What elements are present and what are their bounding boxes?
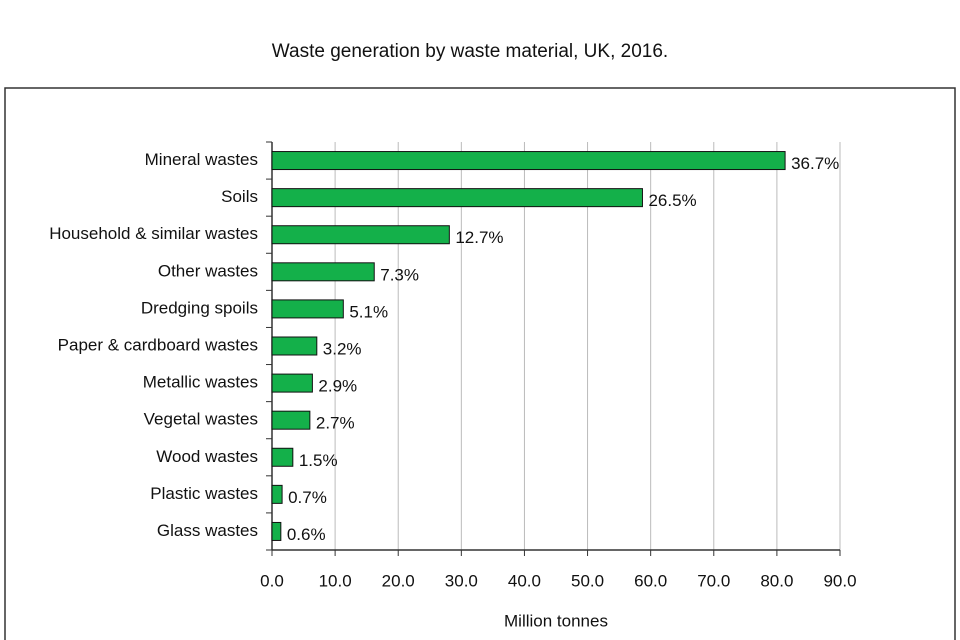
data-label: 12.7%	[455, 228, 503, 247]
bar	[271, 410, 311, 430]
y-tick-label: Metallic wastes	[143, 373, 258, 392]
y-tick-label: Dredging spoils	[141, 298, 258, 317]
x-tick-label: 80.0	[760, 571, 793, 590]
data-label: 26.5%	[648, 191, 696, 210]
chart-frame	[4, 87, 956, 640]
bar	[271, 262, 375, 282]
data-label: 0.6%	[287, 525, 326, 544]
data-label: 7.3%	[380, 265, 419, 284]
bar	[271, 299, 344, 319]
x-tick-label: 90.0	[823, 571, 856, 590]
x-tick-label: 40.0	[508, 571, 541, 590]
x-tick-label: 10.0	[319, 571, 352, 590]
data-label: 36.7%	[791, 154, 839, 173]
chart-title: Waste generation by waste material, UK, …	[272, 41, 668, 62]
bar	[271, 225, 450, 245]
data-label: 5.1%	[349, 302, 388, 321]
x-tick-label: 60.0	[634, 571, 667, 590]
bar	[271, 373, 313, 393]
x-axis-label: Million tonnes	[504, 611, 608, 630]
bar	[271, 484, 283, 504]
y-tick-label: Vegetal wastes	[144, 410, 258, 429]
bar	[271, 447, 294, 467]
y-tick-label: Glass wastes	[157, 521, 258, 540]
y-tick-label: Plastic wastes	[150, 484, 258, 503]
y-tick-label: Wood wastes	[156, 447, 258, 466]
bar	[271, 521, 282, 541]
x-tick-label: 30.0	[445, 571, 478, 590]
bar	[271, 336, 318, 356]
data-label: 0.7%	[288, 488, 327, 507]
data-label: 2.9%	[318, 377, 357, 396]
y-tick-label: Other wastes	[158, 261, 258, 280]
x-tick-label: 0.0	[260, 571, 284, 590]
x-tick-label: 70.0	[697, 571, 730, 590]
x-tick-label: 20.0	[382, 571, 415, 590]
y-tick-label: Soils	[221, 187, 258, 206]
bar	[271, 151, 786, 171]
data-label: 1.5%	[299, 451, 338, 470]
data-label: 2.7%	[316, 414, 355, 433]
data-label: 3.2%	[323, 339, 362, 358]
bar	[271, 188, 643, 208]
y-tick-label: Mineral wastes	[145, 150, 258, 169]
y-tick-label: Paper & cardboard wastes	[58, 335, 258, 354]
y-tick-label: Household & similar wastes	[49, 224, 258, 243]
x-tick-label: 50.0	[571, 571, 604, 590]
